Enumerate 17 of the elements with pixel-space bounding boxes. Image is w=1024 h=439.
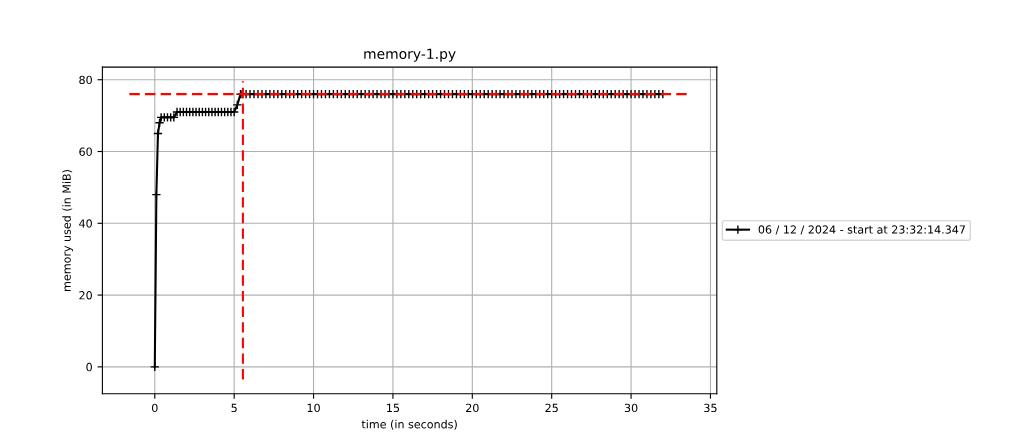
x-axis-title: time (in seconds) (361, 419, 457, 430)
y-tick-label: 20 (79, 291, 92, 300)
legend-label: 06 / 12 / 2024 - start at 23:32:14.347 (758, 225, 965, 235)
x-tick-label: 10 (307, 403, 320, 413)
y-tick-label: 0 (86, 362, 92, 372)
y-tick-label: 80 (79, 75, 92, 85)
x-tick-label: 20 (466, 403, 479, 413)
x-tick-label: 35 (704, 403, 717, 413)
x-tick-label: 15 (387, 403, 400, 413)
chart-title: memory-1.py (364, 48, 456, 62)
x-tick-label: 0 (151, 403, 158, 413)
y-axis-title: memory used (in MiB) (62, 170, 73, 291)
x-tick-label: 5 (231, 403, 237, 413)
x-tick-label: 25 (545, 403, 558, 413)
x-tick-label: 30 (624, 403, 638, 413)
y-tick-label: 40 (79, 219, 92, 228)
y-tick-label: 60 (79, 147, 92, 156)
